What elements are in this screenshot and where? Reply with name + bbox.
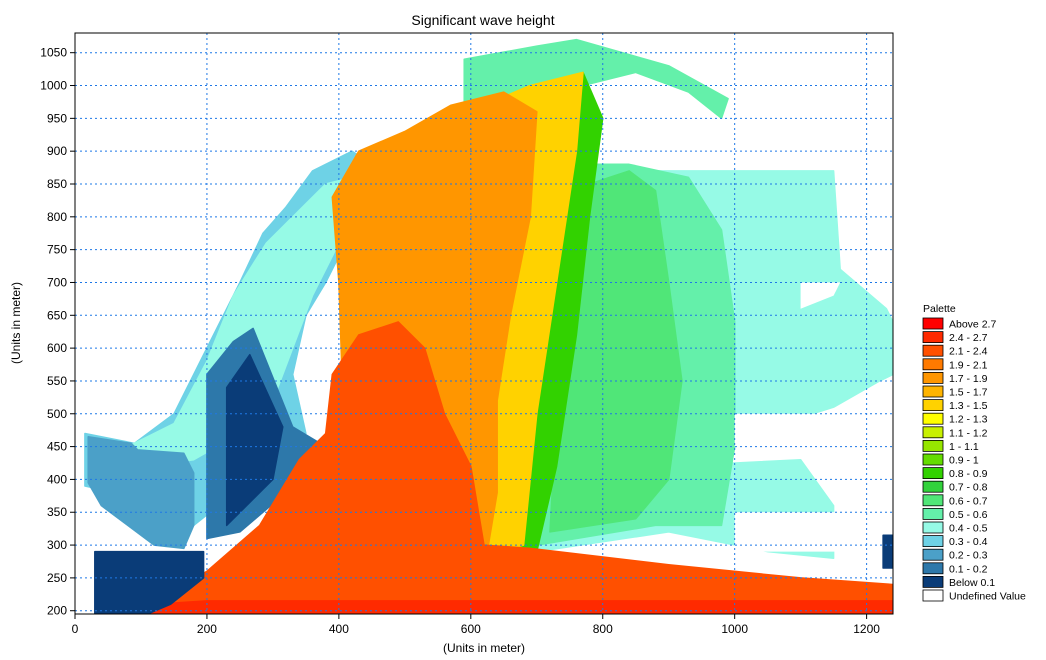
- x-axis-label: (Units in meter): [443, 641, 525, 655]
- region-bottom-left-block: [94, 550, 205, 614]
- x-tick-label: 1200: [853, 622, 880, 636]
- chart-title: Significant wave height: [411, 12, 554, 28]
- legend-label: 0.4 - 0.5: [949, 523, 988, 535]
- legend-swatch: [922, 467, 944, 480]
- x-tick-label: 1000: [721, 622, 748, 636]
- y-tick-label: 800: [47, 210, 67, 224]
- legend-label: 1.5 - 1.7: [949, 387, 988, 399]
- legend-label: Below 0.1: [949, 577, 995, 589]
- legend-label: 2.4 - 2.7: [949, 332, 988, 344]
- y-tick-label: 500: [47, 407, 67, 421]
- legend-swatch: [922, 358, 944, 371]
- legend-label: 0.6 - 0.7: [949, 495, 988, 507]
- y-tick-label: 750: [47, 243, 67, 257]
- legend-swatch: [922, 331, 944, 344]
- x-tick-label: 0: [72, 622, 79, 636]
- legend-title: Palette: [923, 303, 956, 315]
- legend-swatch: [922, 535, 944, 547]
- legend-swatch: [922, 562, 944, 575]
- legend-label: 1.9 - 2.1: [949, 359, 988, 371]
- legend-label: Undefined Value: [949, 591, 1026, 603]
- legend-swatch: [922, 507, 944, 520]
- y-tick-label: 400: [47, 472, 67, 486]
- y-tick-label: 450: [47, 440, 67, 454]
- y-tick-label: 550: [47, 374, 67, 388]
- legend-swatch: [922, 576, 944, 588]
- y-tick-label: 200: [47, 604, 67, 618]
- y-tick-label: 1000: [40, 79, 67, 93]
- legend-label: Above 2.7: [949, 319, 996, 331]
- legend-swatch: [922, 439, 944, 452]
- legend-swatch: [922, 589, 944, 602]
- legend-swatch: [922, 412, 944, 425]
- legend-label: 1.1 - 1.2: [949, 427, 988, 439]
- regions-layer: [84, 38, 893, 614]
- notch-lower: [734, 512, 841, 552]
- region-blue-lagoon-west: [87, 435, 195, 550]
- x-tick-label: 600: [461, 622, 481, 636]
- y-tick-label: 700: [47, 275, 67, 289]
- legend-label: 0.5 - 0.6: [949, 509, 988, 521]
- x-tick-label: 400: [329, 622, 349, 636]
- plot-area: [74, 32, 894, 615]
- legend-label: 0.7 - 0.8: [949, 482, 988, 494]
- notch-middle: [734, 413, 841, 447]
- legend-swatch: [922, 548, 944, 561]
- x-tick-label: 200: [197, 622, 217, 636]
- legend-label: 1.7 - 1.9: [949, 373, 988, 385]
- legend-swatch: [922, 494, 944, 507]
- y-tick-label: 850: [47, 177, 67, 191]
- y-tick-label: 600: [47, 341, 67, 355]
- y-axis-label: (Units in meter): [9, 282, 23, 364]
- y-tick-label: 300: [47, 538, 67, 552]
- grid-layer: [75, 33, 893, 614]
- y-tick-label: 650: [47, 308, 67, 322]
- legend-label: 0.2 - 0.3: [949, 550, 988, 562]
- notch-upper: [800, 282, 841, 309]
- legend-label: 1.2 - 1.3: [949, 414, 988, 426]
- legend-swatch: [922, 480, 944, 493]
- legend-swatch: [922, 344, 944, 357]
- legend-label: 1 - 1.1: [949, 441, 979, 453]
- y-tick-label: 350: [47, 505, 67, 519]
- legend: Palette Above 2.72.4 - 2.7 2.1 - 2.41.9 -…: [922, 303, 1026, 603]
- legend-entries: Above 2.72.4 - 2.7 2.1 - 2.41.9 - 2.1 1.7 …: [922, 317, 1026, 603]
- legend-label: 2.1 - 2.4: [949, 346, 988, 358]
- legend-swatch: [922, 385, 944, 398]
- legend-swatch: [922, 453, 944, 466]
- y-axis-ticks: 200 250 300 350 400 450 500 550 600 650 700 750 800 8…: [40, 46, 75, 618]
- plot-border: [74, 32, 894, 615]
- region-blue-lagoon-east-deep: [225, 353, 284, 527]
- legend-swatch: [922, 426, 944, 439]
- legend-label: 0.9 - 1: [949, 455, 979, 467]
- legend-label: 0.1 - 0.2: [949, 563, 988, 575]
- y-tick-label: 950: [47, 111, 67, 125]
- x-tick-label: 800: [593, 622, 613, 636]
- legend-label: 0.3 - 0.4: [949, 536, 988, 548]
- legend-label: 0.8 - 0.9: [949, 468, 988, 480]
- y-tick-label: 900: [47, 144, 67, 158]
- legend-swatch: [922, 371, 944, 384]
- y-tick-label: 250: [47, 571, 67, 585]
- legend-swatch: [922, 399, 944, 412]
- legend-swatch: [922, 521, 944, 534]
- region-south-edge: [140, 600, 893, 614]
- x-axis-ticks: 0 200 400 600 800 1000 1200: [72, 614, 880, 636]
- region-right-small-block: [882, 534, 893, 569]
- y-tick-label: 1050: [40, 46, 67, 60]
- legend-swatch: [922, 317, 944, 330]
- legend-label: 1.3 - 1.5: [949, 400, 988, 412]
